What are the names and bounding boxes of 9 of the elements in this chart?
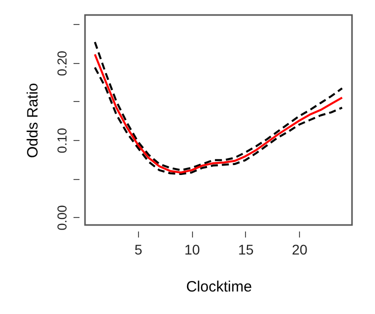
y-tick-label: 0.20 [54,50,70,76]
x-tick-label: 5 [134,242,142,258]
x-axis-title: Clocktime [186,278,252,296]
x-tick-label: 10 [184,242,200,258]
y-axis-title: Odds Ratio [24,82,42,158]
y-tick-label: 0.10 [54,128,70,154]
x-tick-label: 15 [238,242,254,258]
y-tick-label: 0.00 [54,205,70,230]
x-tick-label: 20 [292,242,308,258]
